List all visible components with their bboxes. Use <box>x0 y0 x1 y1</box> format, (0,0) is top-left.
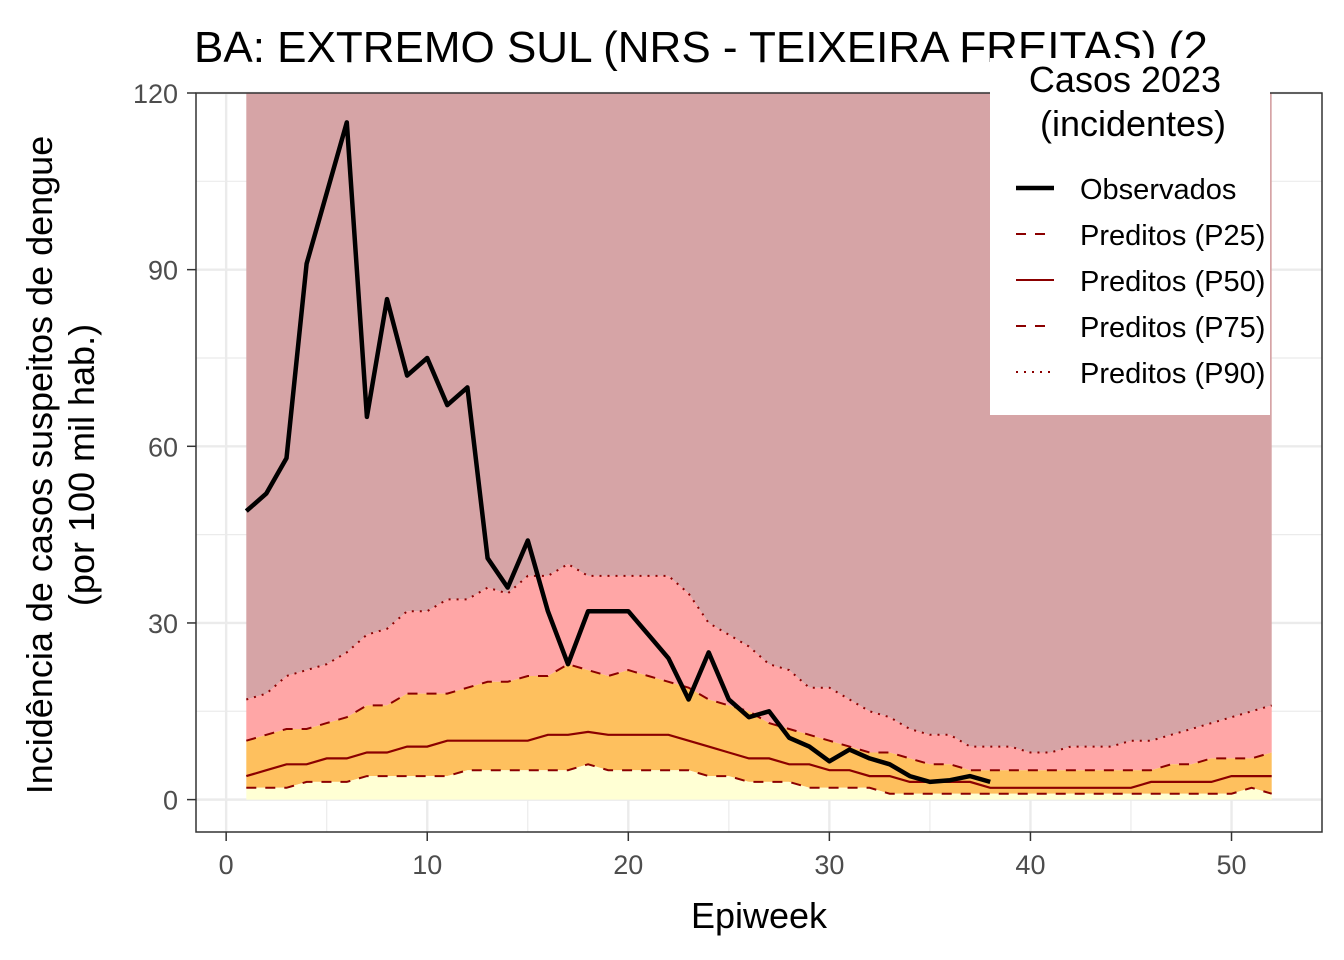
y-tick-label: 90 <box>148 256 178 286</box>
band-p25-p75 <box>246 664 1272 794</box>
legend-label-p90: Preditos (P90) <box>1080 358 1265 390</box>
x-tick-label: 10 <box>412 850 442 880</box>
legend-title-line1: Casos 2023 <box>1029 59 1221 100</box>
panel-border <box>195 92 1323 833</box>
axes: 0 10 20 30 40 50 0 30 60 90 120 <box>133 79 1247 880</box>
x-tick-label: 20 <box>613 850 643 880</box>
x-tick-label: 0 <box>219 850 234 880</box>
y-axis-title-line1: Incidência de casos suspeitos de dengue <box>19 136 60 794</box>
legend: Casos 2023 (incidentes) Observados Predi… <box>990 58 1270 415</box>
x-axis-title: Epiweek <box>691 895 828 936</box>
plot-panel <box>195 91 1323 833</box>
series-line-p25 <box>246 763 1272 795</box>
series-line-p90 <box>246 562 1272 754</box>
y-tick-label: 120 <box>133 79 178 109</box>
band-p75-p90 <box>246 564 1272 771</box>
x-tick-label: 30 <box>814 850 844 880</box>
series-line-p75 <box>246 663 1272 772</box>
legend-title-line2: (incidentes) <box>1040 103 1226 144</box>
series-lines <box>244 120 1272 795</box>
series-line-observed <box>244 120 991 785</box>
y-tick-label: 60 <box>148 432 178 462</box>
x-tick-label: 50 <box>1216 850 1246 880</box>
legend-label-p25: Preditos (P25) <box>1080 220 1265 252</box>
legend-label-observed: Observados <box>1080 174 1236 206</box>
legend-label-p50: Preditos (P50) <box>1080 266 1265 298</box>
x-tick-label: 40 <box>1015 850 1045 880</box>
y-axis-title: Incidência de casos suspeitos de dengue … <box>19 136 102 794</box>
y-tick-label: 0 <box>163 786 178 816</box>
legend-label-p75: Preditos (P75) <box>1080 312 1265 344</box>
series-line-p50 <box>245 730 1272 789</box>
y-tick-label: 30 <box>148 609 178 639</box>
y-axis-title-line2: (por 100 mil hab.) <box>61 324 102 606</box>
legend-box <box>990 58 1270 415</box>
